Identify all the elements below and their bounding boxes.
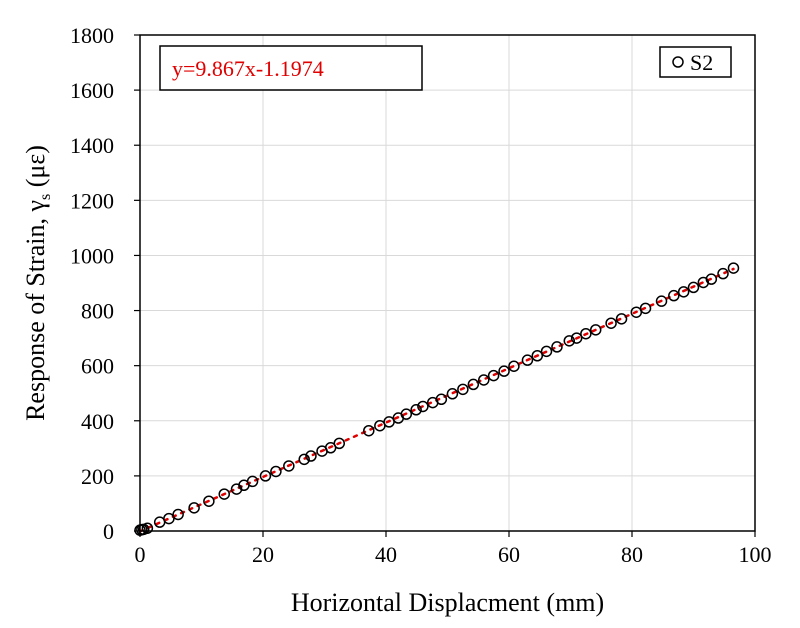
data-point — [570, 332, 583, 344]
data-point — [563, 335, 576, 347]
data-point — [498, 365, 510, 377]
x-axis-title: Horizontal Displacment (mm) — [291, 588, 604, 617]
x-tick-label: 60 — [498, 542, 520, 567]
legend-label-s2: S2 — [690, 50, 713, 75]
y-tick-label: 1000 — [70, 243, 114, 268]
data-point — [668, 289, 680, 302]
y-tick-label: 200 — [81, 464, 114, 489]
data-point — [639, 302, 652, 315]
data-point — [283, 460, 295, 472]
data-point — [333, 437, 346, 450]
data-point — [298, 453, 310, 466]
data-point — [172, 508, 184, 521]
x-tick-label: 80 — [621, 542, 643, 567]
data-point — [705, 273, 718, 285]
data-point — [478, 374, 490, 386]
y-tick-label: 800 — [81, 299, 114, 324]
x-axis-ticks: 0 20 40 60 80 100 — [135, 531, 772, 567]
data-point — [540, 345, 553, 358]
data-point — [580, 327, 592, 340]
data-point — [270, 465, 282, 478]
data-point — [717, 267, 729, 280]
x-tick-label: 100 — [739, 542, 772, 567]
data-point — [363, 424, 375, 437]
data-point — [259, 470, 272, 482]
data-point — [457, 383, 469, 396]
data-point — [655, 295, 668, 307]
data-point — [188, 502, 200, 514]
y-tick-label: 1600 — [70, 78, 114, 103]
y-axis-title-main: Response of Strain, γ — [21, 200, 50, 421]
data-point — [687, 281, 700, 294]
legend: S2 — [659, 46, 732, 78]
data-point — [589, 324, 602, 336]
data-point — [551, 341, 563, 353]
data-point — [410, 404, 422, 416]
y-axis-title-unit: (με) — [21, 145, 50, 194]
legend-frame — [659, 46, 732, 78]
y-tick-label: 600 — [81, 354, 114, 379]
y-axis-title: Response of Strain, γs (με) — [21, 145, 54, 421]
y-tick-label: 1200 — [70, 188, 114, 213]
plot-frame — [139, 34, 756, 532]
y-tick-label: 1800 — [70, 23, 114, 48]
data-point — [605, 317, 617, 329]
data-point — [203, 495, 215, 507]
y-axis-title-subscript: s — [37, 194, 54, 200]
data-point — [246, 475, 259, 488]
data-point — [508, 360, 520, 372]
data-point — [467, 378, 480, 391]
data-point — [163, 512, 175, 525]
data-point — [218, 488, 231, 500]
data-point — [727, 262, 740, 274]
y-tick-label: 1400 — [70, 133, 114, 158]
data-point — [141, 522, 154, 534]
data-point — [487, 369, 500, 382]
data-point — [305, 450, 317, 462]
y-tick-label: 400 — [81, 409, 114, 434]
data-point — [435, 393, 448, 406]
equation-box: y=9.867x-1.1974 — [159, 45, 423, 91]
data-point — [521, 354, 534, 366]
data-point — [615, 313, 628, 325]
data-point — [531, 349, 544, 362]
trendline-equation: y=9.867x-1.1974 — [172, 56, 324, 81]
y-axis-ticks: 0 200 400 600 800 1000 1200 1400 1600 1800 — [70, 23, 140, 544]
data-point — [417, 400, 429, 413]
grid — [140, 35, 755, 531]
equation-frame — [159, 45, 423, 91]
y-tick-label: 0 — [103, 519, 114, 544]
data-point — [400, 408, 413, 420]
x-tick-label: 40 — [375, 542, 397, 567]
x-tick-label: 0 — [135, 542, 146, 567]
x-tick-label: 20 — [252, 542, 274, 567]
data-point — [446, 388, 459, 400]
legend-marker-s2 — [672, 56, 684, 68]
data-point — [677, 286, 690, 298]
